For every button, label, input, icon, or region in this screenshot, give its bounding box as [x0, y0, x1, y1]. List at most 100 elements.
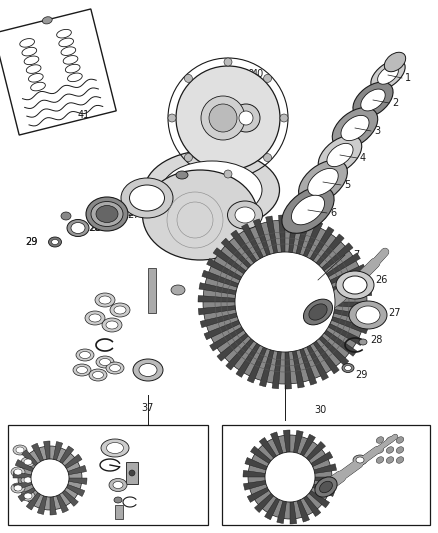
Ellipse shape — [359, 339, 367, 345]
Text: 26: 26 — [375, 275, 387, 285]
Ellipse shape — [106, 321, 118, 329]
Circle shape — [184, 154, 192, 161]
Ellipse shape — [386, 447, 394, 453]
Ellipse shape — [376, 447, 384, 453]
Text: 28: 28 — [89, 223, 101, 233]
Ellipse shape — [85, 311, 105, 325]
Ellipse shape — [378, 66, 399, 84]
Ellipse shape — [376, 437, 384, 443]
Ellipse shape — [95, 293, 115, 307]
Wedge shape — [217, 302, 285, 361]
Ellipse shape — [24, 493, 32, 499]
Wedge shape — [285, 302, 328, 381]
Ellipse shape — [139, 364, 157, 376]
Ellipse shape — [77, 367, 88, 374]
Text: 40: 40 — [252, 69, 264, 79]
Ellipse shape — [345, 366, 352, 370]
Wedge shape — [207, 259, 285, 302]
Wedge shape — [265, 216, 285, 302]
Ellipse shape — [86, 197, 128, 231]
Wedge shape — [290, 477, 329, 508]
Bar — [8, 425, 208, 525]
Wedge shape — [50, 446, 74, 478]
Wedge shape — [271, 432, 290, 477]
Wedge shape — [279, 215, 285, 302]
Wedge shape — [285, 276, 370, 302]
Ellipse shape — [11, 467, 25, 477]
Ellipse shape — [315, 477, 337, 497]
Ellipse shape — [92, 372, 103, 378]
Circle shape — [232, 104, 260, 132]
Ellipse shape — [21, 491, 35, 501]
Wedge shape — [285, 221, 323, 302]
Wedge shape — [26, 478, 50, 510]
Wedge shape — [285, 302, 357, 356]
Ellipse shape — [106, 362, 124, 374]
Ellipse shape — [304, 299, 332, 325]
Wedge shape — [285, 264, 366, 302]
Wedge shape — [285, 215, 298, 302]
Wedge shape — [198, 295, 285, 302]
Ellipse shape — [318, 135, 362, 174]
Wedge shape — [15, 459, 50, 478]
Ellipse shape — [227, 201, 262, 229]
Text: 35: 35 — [130, 462, 141, 471]
Wedge shape — [285, 302, 304, 388]
Wedge shape — [50, 441, 63, 478]
Wedge shape — [244, 477, 290, 490]
Ellipse shape — [91, 201, 123, 227]
Wedge shape — [43, 441, 50, 478]
Wedge shape — [285, 289, 372, 302]
Wedge shape — [290, 431, 303, 477]
Ellipse shape — [24, 477, 32, 483]
Ellipse shape — [61, 212, 71, 220]
Ellipse shape — [52, 239, 59, 245]
Ellipse shape — [110, 303, 130, 317]
Wedge shape — [50, 478, 87, 484]
Ellipse shape — [384, 52, 406, 72]
Wedge shape — [285, 302, 364, 345]
Ellipse shape — [76, 349, 94, 361]
Text: 29: 29 — [26, 237, 38, 247]
Wedge shape — [14, 478, 50, 491]
Ellipse shape — [109, 479, 127, 491]
Ellipse shape — [327, 143, 353, 167]
Ellipse shape — [67, 220, 89, 237]
Text: 42: 42 — [188, 163, 200, 173]
Ellipse shape — [130, 185, 165, 211]
Text: 4: 4 — [360, 153, 366, 163]
Ellipse shape — [16, 447, 24, 453]
Wedge shape — [50, 478, 57, 515]
Text: 40: 40 — [243, 69, 255, 79]
Ellipse shape — [99, 296, 111, 304]
Wedge shape — [283, 430, 290, 477]
Text: 39: 39 — [257, 180, 269, 190]
Circle shape — [209, 104, 237, 132]
Wedge shape — [285, 217, 311, 302]
Ellipse shape — [320, 481, 332, 492]
Wedge shape — [243, 470, 290, 477]
Ellipse shape — [349, 301, 387, 329]
Ellipse shape — [110, 365, 120, 372]
Text: 34: 34 — [140, 470, 151, 479]
Wedge shape — [13, 472, 50, 478]
Text: 31: 31 — [130, 510, 141, 519]
Ellipse shape — [386, 457, 394, 463]
Circle shape — [235, 252, 335, 352]
Wedge shape — [290, 434, 315, 477]
Text: 27: 27 — [127, 210, 139, 220]
Text: 2: 2 — [392, 98, 398, 108]
Wedge shape — [272, 302, 285, 389]
Ellipse shape — [21, 457, 35, 467]
Ellipse shape — [371, 60, 405, 90]
Ellipse shape — [145, 150, 279, 230]
Ellipse shape — [356, 457, 364, 463]
Ellipse shape — [114, 497, 122, 503]
Wedge shape — [285, 253, 360, 302]
Wedge shape — [290, 477, 335, 497]
Wedge shape — [50, 478, 85, 497]
Wedge shape — [204, 302, 285, 340]
Ellipse shape — [14, 469, 22, 475]
Wedge shape — [285, 302, 372, 309]
Circle shape — [248, 435, 332, 519]
